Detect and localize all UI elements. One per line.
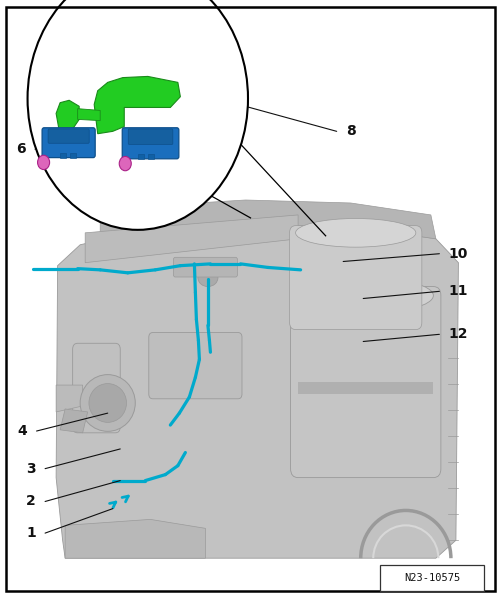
Text: 3: 3 (27, 461, 36, 476)
Circle shape (28, 0, 248, 230)
Ellipse shape (80, 375, 135, 431)
Polygon shape (56, 385, 83, 412)
FancyBboxPatch shape (138, 154, 144, 159)
FancyBboxPatch shape (40, 218, 478, 564)
Text: 10: 10 (448, 247, 468, 261)
FancyBboxPatch shape (42, 128, 95, 158)
FancyBboxPatch shape (148, 154, 154, 159)
Circle shape (38, 155, 50, 170)
Text: 1: 1 (27, 526, 36, 540)
FancyBboxPatch shape (60, 153, 66, 158)
Ellipse shape (198, 269, 218, 287)
Polygon shape (56, 100, 79, 130)
Text: 4: 4 (18, 424, 28, 438)
Text: 8: 8 (346, 124, 355, 139)
Polygon shape (56, 220, 458, 558)
Text: N23-10575: N23-10575 (404, 573, 460, 583)
Text: 5: 5 (73, 169, 83, 183)
FancyBboxPatch shape (70, 153, 76, 158)
FancyBboxPatch shape (290, 226, 422, 330)
Text: 6: 6 (17, 142, 26, 156)
Ellipse shape (89, 383, 126, 423)
Polygon shape (65, 519, 205, 558)
Text: 12: 12 (448, 327, 468, 341)
Polygon shape (100, 200, 436, 242)
FancyBboxPatch shape (380, 565, 484, 591)
FancyBboxPatch shape (291, 287, 441, 478)
FancyBboxPatch shape (122, 128, 179, 159)
FancyBboxPatch shape (73, 343, 120, 433)
Polygon shape (60, 409, 88, 433)
FancyBboxPatch shape (173, 257, 237, 277)
FancyBboxPatch shape (298, 382, 433, 394)
Polygon shape (78, 109, 100, 121)
Text: 9: 9 (133, 169, 143, 183)
Text: 2: 2 (27, 494, 36, 509)
Ellipse shape (298, 278, 433, 313)
FancyBboxPatch shape (149, 333, 242, 399)
Text: 11: 11 (448, 284, 468, 298)
Polygon shape (85, 215, 298, 263)
Text: 7: 7 (87, 78, 97, 92)
FancyBboxPatch shape (128, 129, 173, 144)
Ellipse shape (296, 219, 416, 247)
FancyBboxPatch shape (48, 129, 89, 143)
Circle shape (119, 156, 131, 171)
Polygon shape (94, 76, 180, 134)
